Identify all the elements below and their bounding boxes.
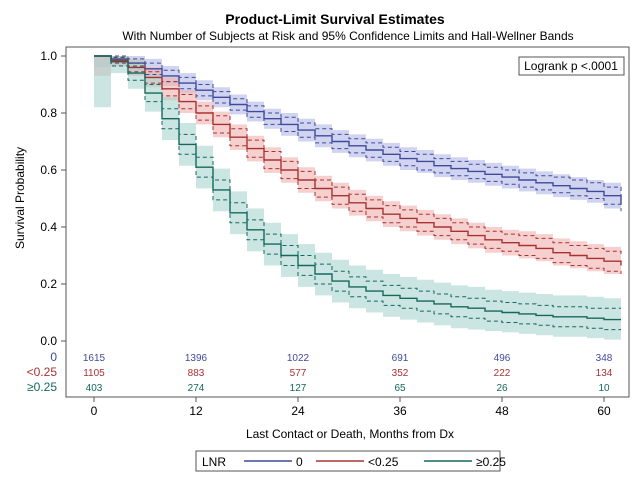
legend-title: LNR <box>202 455 226 469</box>
x-tick-label: 24 <box>291 404 305 418</box>
x-axis-label: Last Contact or Death, Months from Dx <box>246 427 454 441</box>
x-tick-label: 60 <box>597 404 611 418</box>
at-risk-count: 10 <box>598 383 610 394</box>
chart-subtitle: With Number of Subjects at Risk and 95% … <box>122 29 573 43</box>
y-tick-label: 0.8 <box>40 106 57 120</box>
x-tick-label: 36 <box>393 404 407 418</box>
at-risk-count: 222 <box>494 368 511 379</box>
survival-line-lnr-ge-025 <box>94 55 621 321</box>
y-tick-label: 0.0 <box>40 334 57 348</box>
at-risk-count: 134 <box>596 368 613 379</box>
legend-label-lnr-ge-025: ≥0.25 <box>476 455 506 469</box>
ci-upper-line-lnr-lt-025 <box>94 55 622 256</box>
axes: 0.0 0.2 0.4 0.6 0.8 1.0 0 12 24 36 48 60 0 1615 1396 10… <box>27 49 613 418</box>
plot-area <box>94 55 622 340</box>
at-risk-row-label: <0.25 <box>27 365 58 379</box>
at-risk-count: 348 <box>596 353 613 364</box>
hall-wellner-band-lnr-ge-025 <box>94 56 621 340</box>
legend-label-lnr-0: 0 <box>296 455 303 469</box>
y-tick-label: 1.0 <box>40 49 57 63</box>
x-tick-label: 48 <box>495 404 509 418</box>
at-risk-count: 691 <box>392 353 409 364</box>
legend-items: 0 <0.25 ≥0.25 <box>244 455 506 469</box>
y-tick-label: 0.2 <box>40 277 57 291</box>
survival-line-lnr-lt-025 <box>94 55 622 266</box>
legend: LNR 0 <0.25 ≥0.25 <box>195 450 506 472</box>
ci-lower-line-lnr-ge-025 <box>94 55 621 331</box>
ci-upper-line-lnr-0 <box>94 55 622 196</box>
at-risk-count: 26 <box>496 383 508 394</box>
at-risk-count: 352 <box>392 368 409 379</box>
y-tick-label: 0.4 <box>40 220 57 234</box>
ci-lower-line-lnr-0 <box>94 55 622 212</box>
x-tick-label: 12 <box>189 404 203 418</box>
y-tick-label: 0.6 <box>40 163 57 177</box>
at-risk-count: 127 <box>290 383 307 394</box>
at-risk-count: 1396 <box>185 353 208 364</box>
survival-line-lnr-0 <box>94 55 622 205</box>
ci-lower-line-lnr-lt-025 <box>94 55 622 274</box>
at-risk-row-label: 0 <box>50 350 57 364</box>
hall-wellner-band-lnr-0 <box>94 56 621 216</box>
at-risk-row-label: ≥0.25 <box>27 380 57 394</box>
at-risk-count: 1105 <box>83 368 105 379</box>
at-risk-count: 577 <box>290 368 307 379</box>
logrank-inset: Logrank p <.0001 <box>518 56 625 76</box>
at-risk-count: 403 <box>86 383 103 394</box>
at-risk-count: 1615 <box>83 353 106 364</box>
at-risk-count: 65 <box>394 383 406 394</box>
at-risk-count: 883 <box>188 368 205 379</box>
logrank-text: Logrank p <.0001 <box>524 59 618 73</box>
chart-title: Product-Limit Survival Estimates <box>225 11 445 27</box>
at-risk-count: 1022 <box>287 353 310 364</box>
at-risk-count: 274 <box>188 383 205 394</box>
y-axis-label: Survival Probability <box>13 147 27 249</box>
legend-label-lnr-lt-025: <0.25 <box>368 455 399 469</box>
x-tick-label: 0 <box>91 404 98 418</box>
logrank-box <box>518 56 625 76</box>
at-risk-count: 496 <box>494 353 511 364</box>
plot-frame <box>65 46 630 398</box>
